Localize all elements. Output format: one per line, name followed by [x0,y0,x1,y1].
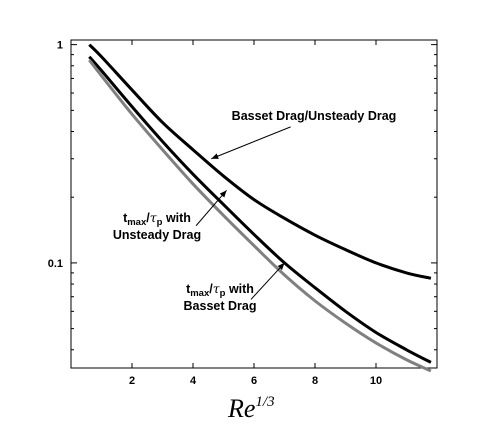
x-tick-label: 10 [370,375,382,387]
y-tick-label: 1 [57,40,63,52]
x-tick-label: 8 [312,375,318,387]
annotation-arrow [250,262,285,300]
series-line-tmax_unsteady [88,55,432,364]
annotation-text: Basset Drag [184,299,257,313]
series-line-tmax_basset [88,59,432,373]
y-axis-ticks: 10.1 [48,40,437,351]
series-line-basset_unsteady_ratio [88,43,432,280]
x-tick-label: 4 [190,375,197,387]
x-axis-label: Re1/3 [227,394,275,423]
plot-frame [70,39,438,369]
x-tick-label: 6 [251,375,257,387]
x-axis-label-exponent: 1/3 [255,394,274,410]
x-axis-label-base: Re [227,394,255,423]
annotation-text: Basset Drag/Unsteady Drag [232,109,397,123]
annotation-text: Unsteady Drag [113,228,201,242]
series-layer [88,43,432,373]
y-tick-label: 0.1 [48,258,63,270]
x-tick-label: 2 [129,375,135,387]
x-axis-ticks: 2 4 6 8 10 [129,40,382,387]
annotation-basset_unsteady: Basset Drag/Unsteady Drag [211,109,397,160]
annotation-text: tmax/τp with [123,210,191,228]
annotation-arrow [195,190,227,227]
annotation-text: tmax/τp with [186,281,254,299]
annotation-arrow [211,126,291,160]
